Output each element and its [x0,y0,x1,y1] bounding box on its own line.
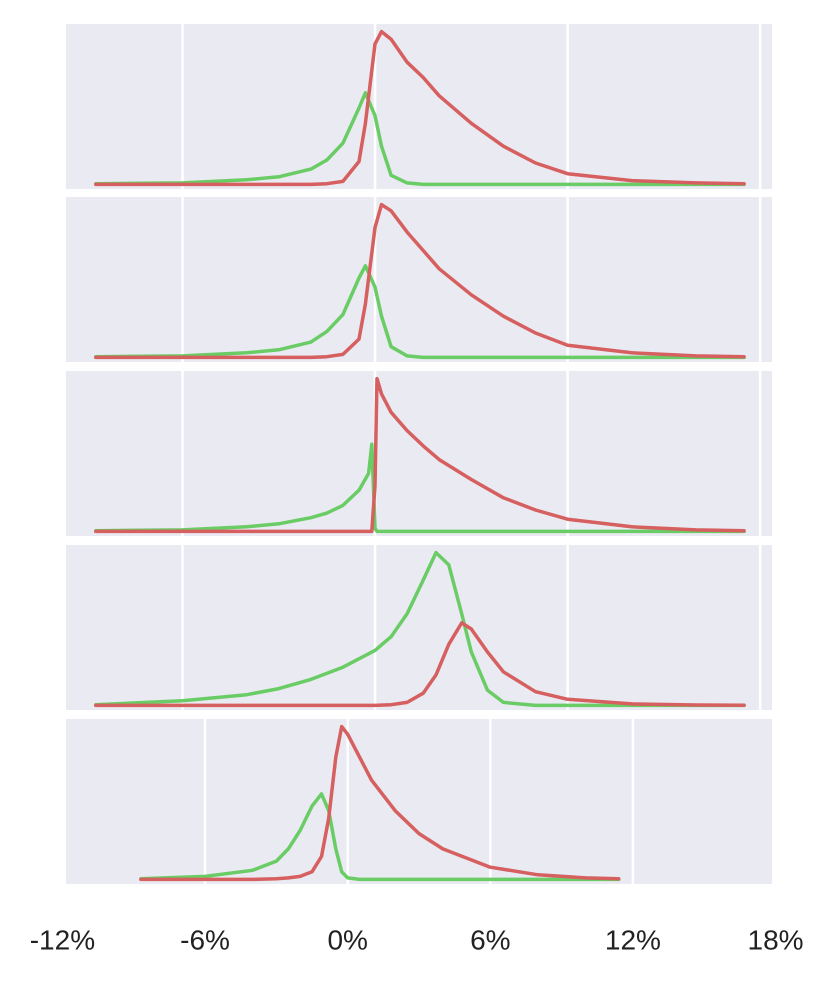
x-tick-label: 18% [748,924,804,955]
panel-background [66,24,772,189]
density-line [139,724,621,882]
density-line [94,29,746,187]
density-line [94,550,746,708]
x-tick-label: 6% [470,924,510,955]
density-line [94,264,746,360]
density-line [139,792,621,882]
density-line [94,202,746,360]
x-tick-label: 0% [327,924,367,955]
density-line [94,621,746,708]
density-line [94,91,746,187]
density-line [94,442,746,534]
panel-background [66,197,772,362]
panel-background [66,371,772,536]
panel-background [66,719,772,884]
x-tick-label: -12% [30,924,95,955]
x-tick-label: -6% [180,924,230,955]
panel-background [66,545,772,710]
x-tick-label: 12% [605,924,661,955]
density-line [94,376,746,534]
